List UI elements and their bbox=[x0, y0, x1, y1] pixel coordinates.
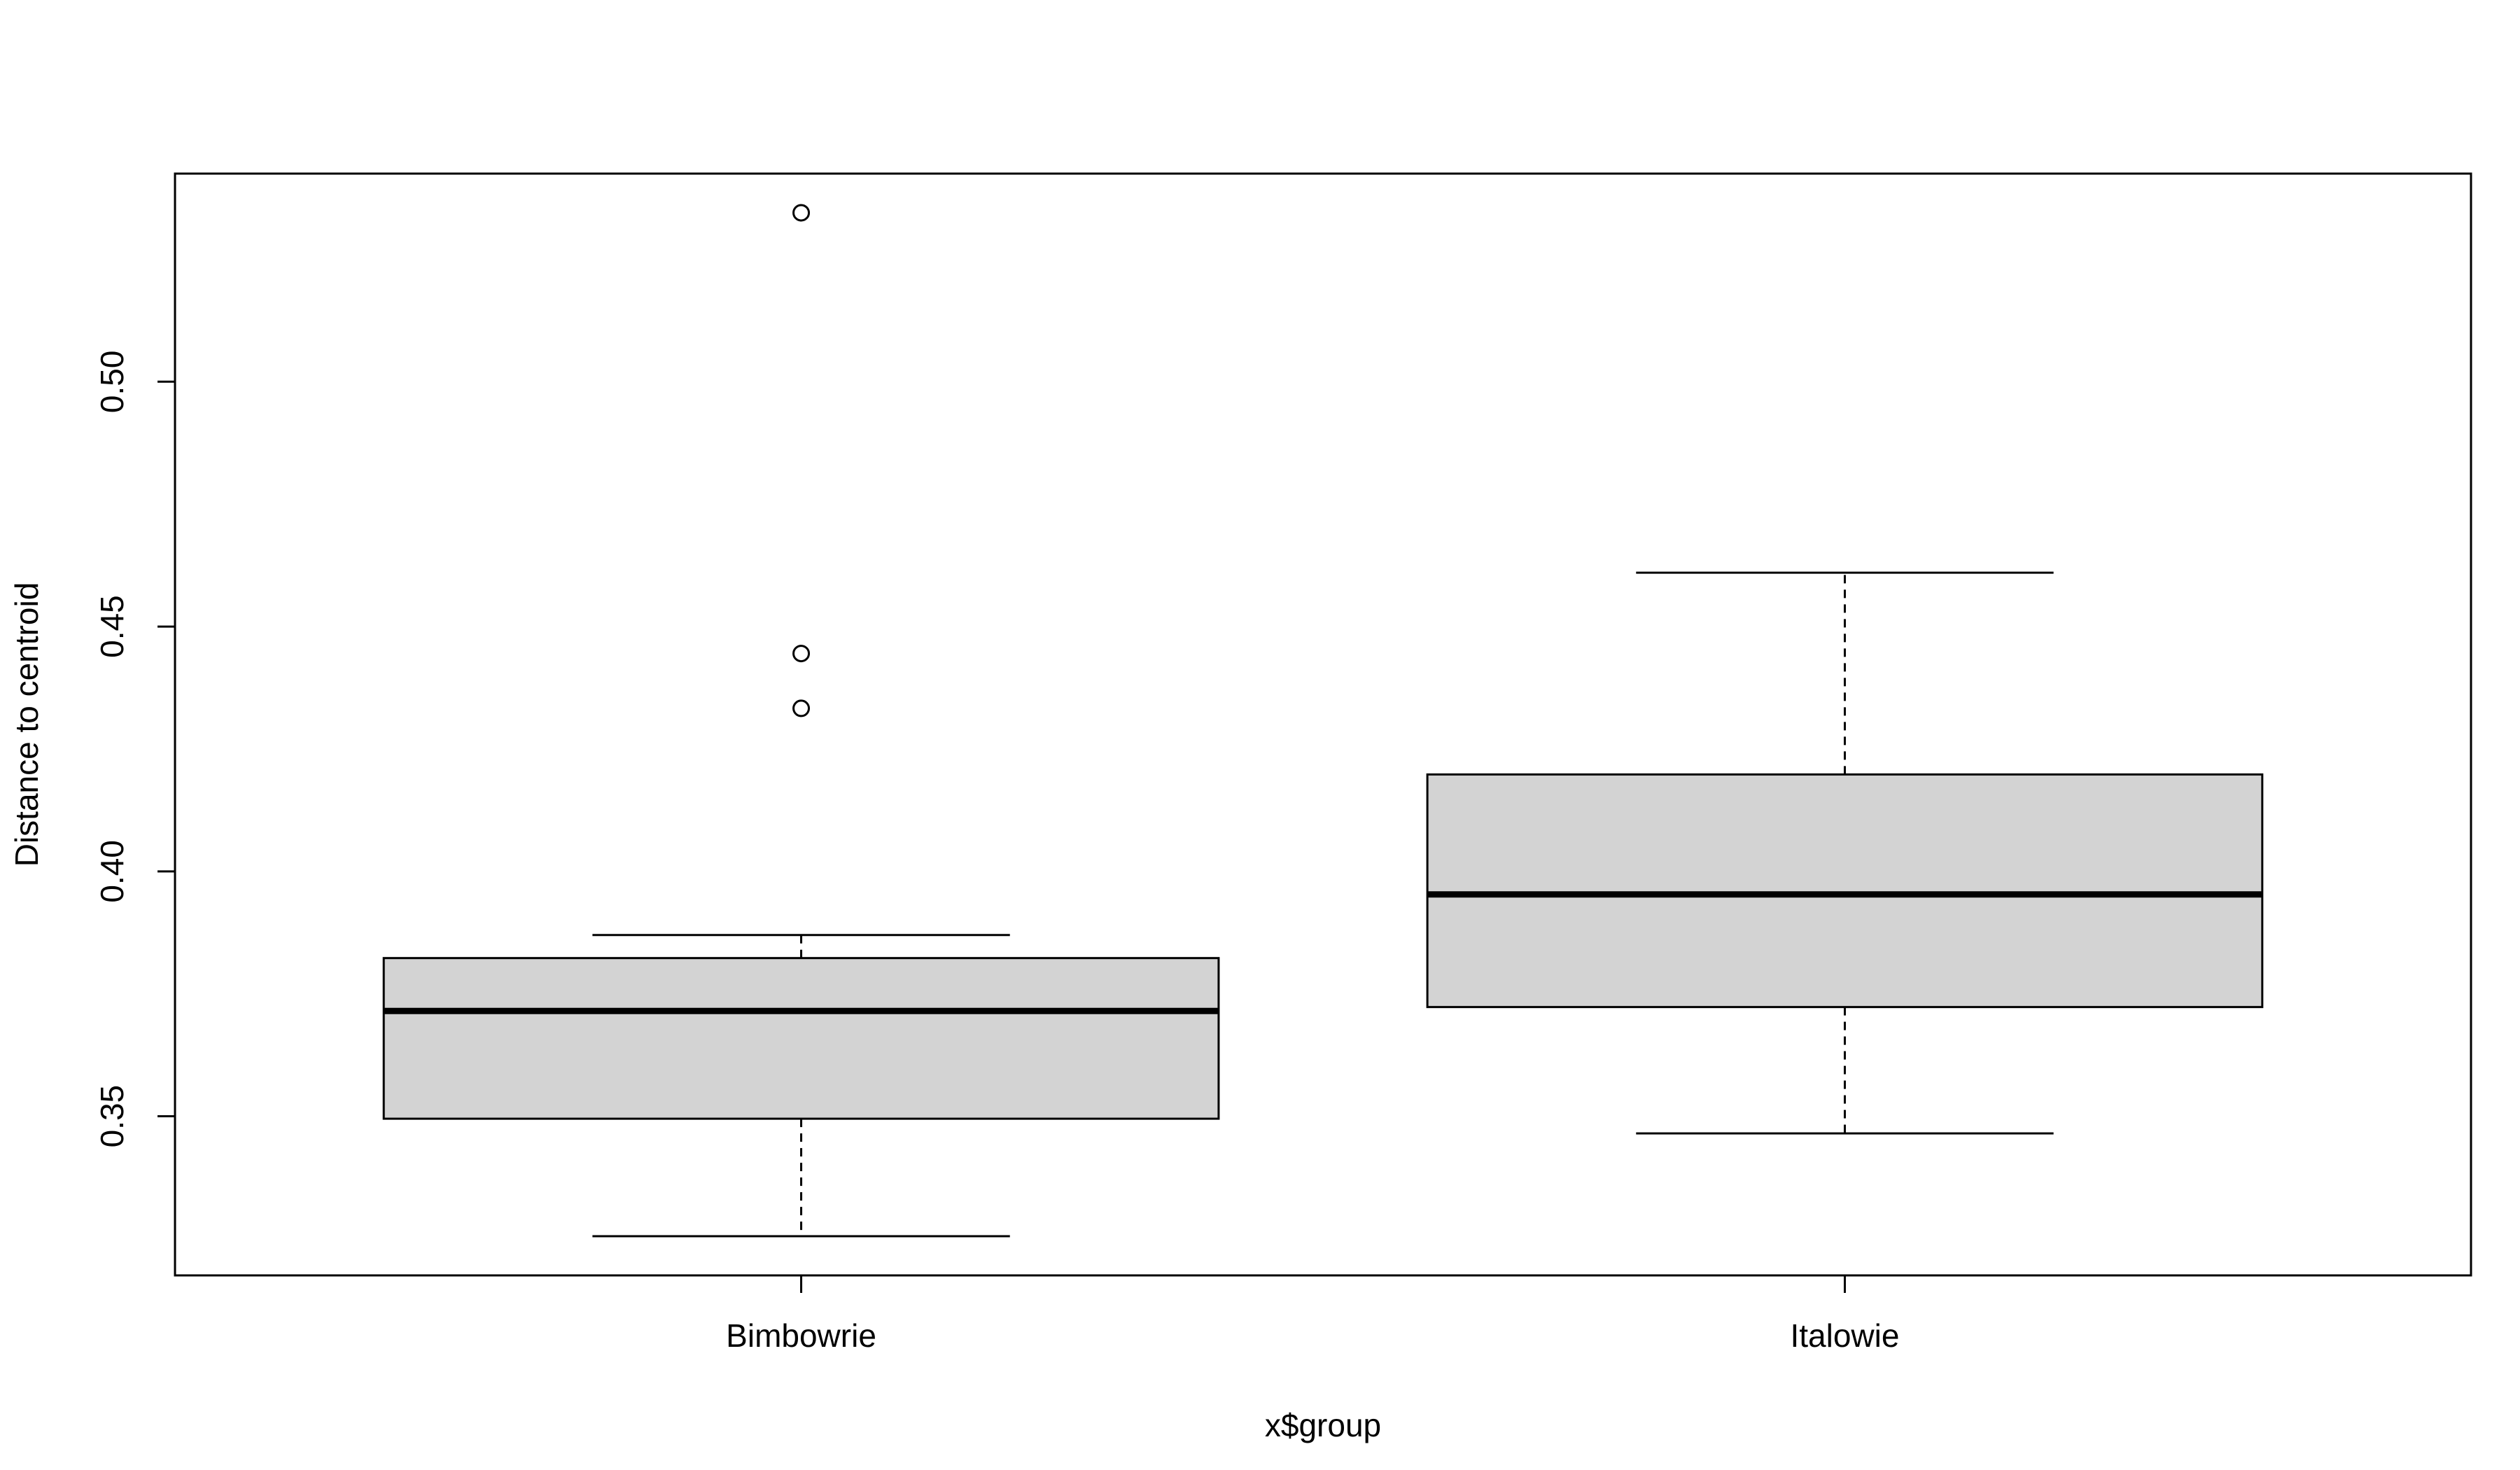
x-axis: Bimbowrie Italowie bbox=[726, 1274, 1899, 1354]
box-layer bbox=[382, 204, 2264, 1238]
y-tick-label: 0.40 bbox=[94, 840, 130, 903]
x-axis-title: x$group bbox=[1265, 1407, 1381, 1443]
box-group-italowie bbox=[1426, 571, 2264, 1135]
iqr-box bbox=[382, 957, 1220, 1120]
outlier-point bbox=[792, 204, 811, 222]
y-tick-label: 0.35 bbox=[94, 1085, 130, 1148]
x-tick-label: Italowie bbox=[1790, 1317, 1899, 1354]
x-tick-label: Bimbowrie bbox=[726, 1317, 876, 1354]
outlier-point bbox=[792, 645, 811, 663]
y-axis: 0.35 0.40 0.45 0.50 bbox=[94, 351, 176, 1148]
outlier-point bbox=[792, 699, 811, 718]
y-tick-label: 0.45 bbox=[94, 595, 130, 658]
iqr-box bbox=[1426, 773, 2264, 1009]
y-axis-title: Distance to centroid bbox=[8, 582, 45, 867]
box-group-bimbowrie bbox=[382, 204, 1220, 1238]
y-tick-label: 0.50 bbox=[94, 351, 130, 414]
